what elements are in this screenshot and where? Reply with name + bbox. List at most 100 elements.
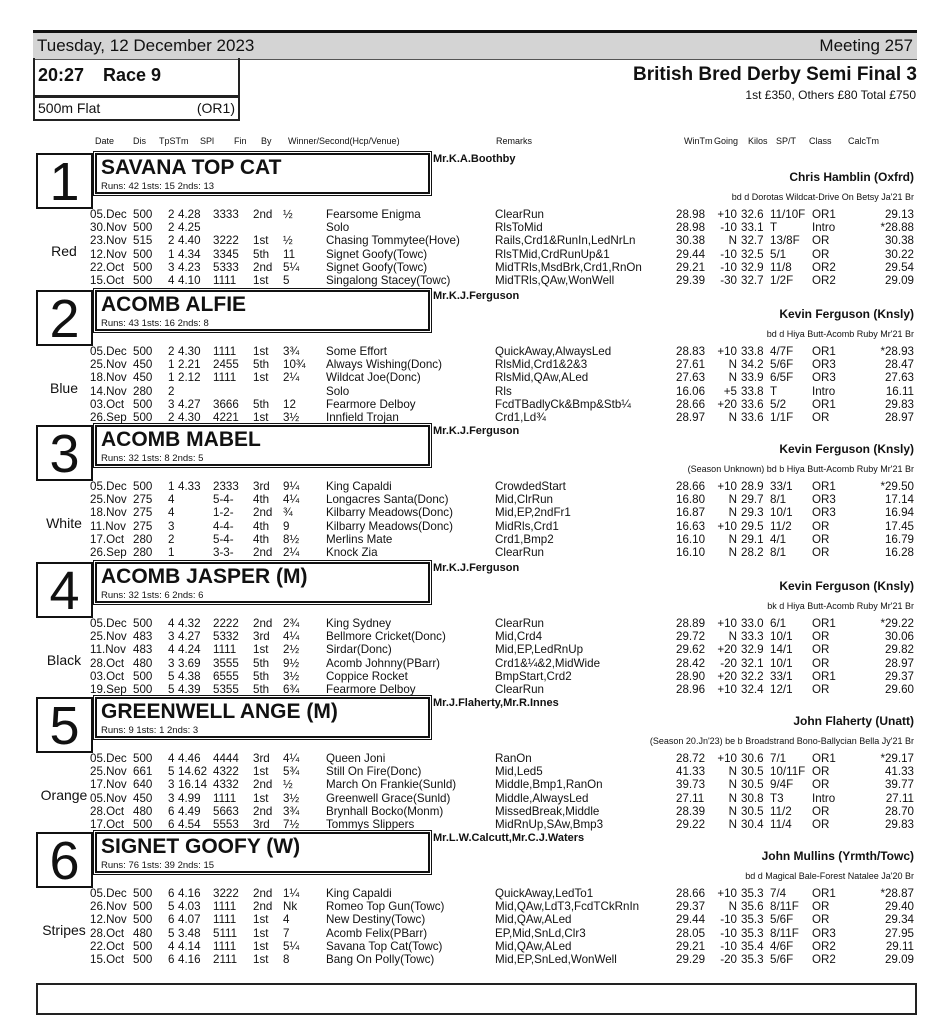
run-distance-beaten: 8½ (283, 532, 300, 546)
run-starting-price: 13/8F (770, 234, 800, 248)
run-winner-second: Greenwell Grace(Sunld) (326, 791, 451, 805)
run-calc-time: 27.63 (884, 371, 914, 385)
dog-name-box: SIGNET GOOFY (W) Runs: 76 1sts: 39 2nds: … (93, 830, 432, 875)
run-distance-beaten: 9¼ (283, 480, 300, 493)
run-sectional: 4.40 (178, 234, 201, 248)
run-class: OR (812, 532, 830, 546)
run-class: OR (812, 411, 830, 424)
run-distance: 500 (133, 939, 153, 953)
run-sectional: 3.69 (178, 656, 201, 670)
run-positions: 5553 (213, 818, 239, 831)
dog-name-box: ACOMB JASPER (M) Runs: 32 1sts: 6 2nds: 6 (93, 560, 432, 605)
run-date: 25.Nov (90, 493, 127, 507)
run-class: OR2 (812, 274, 836, 287)
column-header: Fin (234, 136, 247, 146)
run-weight: 32.5 (741, 247, 764, 261)
run-sectional: 4.25 (178, 221, 201, 235)
run-positions: 5332 (213, 630, 239, 644)
run-positions: 2333 (213, 480, 239, 493)
run-class: OR (812, 900, 830, 914)
run-sectional: 4.46 (178, 752, 201, 765)
race-time: 20:27 (38, 65, 85, 85)
run-finish: 2nd (253, 778, 273, 792)
run-remarks: Middle,AlwaysLed (495, 791, 589, 805)
run-remarks: Mid,QAw,ALed (495, 939, 572, 953)
run-date: 12.Nov (90, 913, 127, 927)
form-row: 15.Oct 500 4 4.10 1111 1st 5 Singalong Stacey(T… (0, 274, 946, 287)
run-trap: 5 (168, 900, 175, 914)
column-header: Winner/Second(Hcp/Venue) (288, 136, 400, 146)
run-win-time: 16.87 (676, 506, 706, 520)
run-sectional: 4.49 (178, 804, 201, 818)
run-class: OR (812, 778, 830, 792)
run-trap: 5 (168, 669, 175, 683)
form-row: 25.Nov 450 1 2.21 2455 5th 10¾ Always Wishing(D… (0, 358, 946, 371)
form-row: 22.Oct 500 4 4.14 1111 1st 5¼ Savana Top Cat(To… (0, 940, 946, 953)
dog-career-stats: Runs: 42 1sts: 15 2nds: 13 (101, 181, 215, 192)
run-positions: 2111 (213, 953, 238, 966)
run-positions: 2222 (213, 617, 239, 630)
run-finish: 5th (253, 397, 270, 411)
run-positions: 1111 (213, 939, 237, 953)
column-header: WinTm (684, 136, 713, 146)
run-finish: 4th (253, 519, 270, 533)
run-trap: 3 (168, 260, 175, 274)
run-weight: 28.9 (741, 480, 764, 493)
form-row: 05.Dec 500 4 4.32 2222 2nd 2¾ King Sydney ClearR… (0, 617, 946, 630)
run-finish: 2nd (253, 900, 273, 914)
run-win-time: 28.97 (676, 411, 706, 424)
run-trap: 5 (168, 683, 175, 696)
run-date: 03.Oct (90, 669, 125, 683)
run-win-time: 29.21 (676, 939, 706, 953)
run-win-time: 28.83 (676, 345, 706, 358)
dog-breeding: bd d Magical Bale-Forest Natalee Ja'20 B… (745, 871, 914, 881)
dog-career-stats: Runs: 32 1sts: 8 2nds: 5 (101, 453, 204, 464)
run-win-time: 16.80 (676, 493, 706, 507)
run-finish: 1st (253, 345, 269, 358)
run-distance: 500 (133, 887, 153, 900)
run-starting-price: 6/1 (770, 617, 787, 630)
run-trap: 2 (168, 208, 175, 221)
run-winner-second: Romeo Top Gun(Towc) (326, 900, 445, 914)
run-distance: 500 (133, 274, 153, 287)
run-win-time: 29.22 (676, 818, 706, 831)
run-class: OR1 (812, 617, 836, 630)
run-winner-second: Signet Goofy(Towc) (326, 260, 428, 274)
run-remarks: BmpStart,Crd2 (495, 669, 572, 683)
run-trap: 2 (168, 234, 175, 248)
run-starting-price: 10/11F (770, 765, 806, 779)
dog-name: ACOMB MABEL (101, 428, 261, 451)
run-date: 30.Nov (90, 221, 127, 235)
run-winner-second: Always Wishing(Donc) (326, 358, 442, 372)
run-trap: 2 (168, 532, 175, 546)
run-winner-second: Queen Joni (326, 752, 386, 765)
meeting-date: Tuesday, 12 December 2023 (37, 36, 255, 55)
run-weight: 33.8 (741, 345, 764, 358)
run-distance-beaten: 3½ (283, 669, 300, 683)
run-remarks: RlsTMid,CrdRunUp&1 (495, 247, 610, 261)
runner-block: 5 GREENWELL ANGE (M) Runs: 9 1sts: 1 2nds:… (0, 695, 946, 832)
run-class: OR2 (812, 953, 836, 966)
run-distance-beaten: 5 (283, 274, 290, 287)
column-header: Class (809, 136, 832, 146)
run-distance: 500 (133, 397, 153, 411)
run-going: N (728, 818, 737, 831)
run-sectional: 4.27 (178, 630, 201, 644)
run-going: N (728, 532, 737, 546)
run-going: N (728, 546, 737, 559)
run-finish: 1st (253, 765, 269, 779)
run-sectional: 4.27 (178, 397, 201, 411)
run-date: 15.Oct (90, 274, 125, 287)
run-weight: 35.4 (741, 939, 764, 953)
run-distance: 500 (133, 900, 153, 914)
run-sectional: 4.32 (178, 617, 201, 630)
meeting-number: Meeting 257 (819, 36, 913, 55)
run-weight: 35.3 (741, 926, 764, 940)
run-sectional: 4.10 (178, 274, 201, 287)
run-winner-second: Savana Top Cat(Towc) (326, 939, 443, 953)
run-class: OR1 (812, 887, 836, 900)
run-trap: 3 (168, 778, 175, 792)
run-going: N (728, 804, 737, 818)
run-class: Intro (812, 791, 836, 805)
race-distance: 500m Flat (38, 100, 101, 116)
